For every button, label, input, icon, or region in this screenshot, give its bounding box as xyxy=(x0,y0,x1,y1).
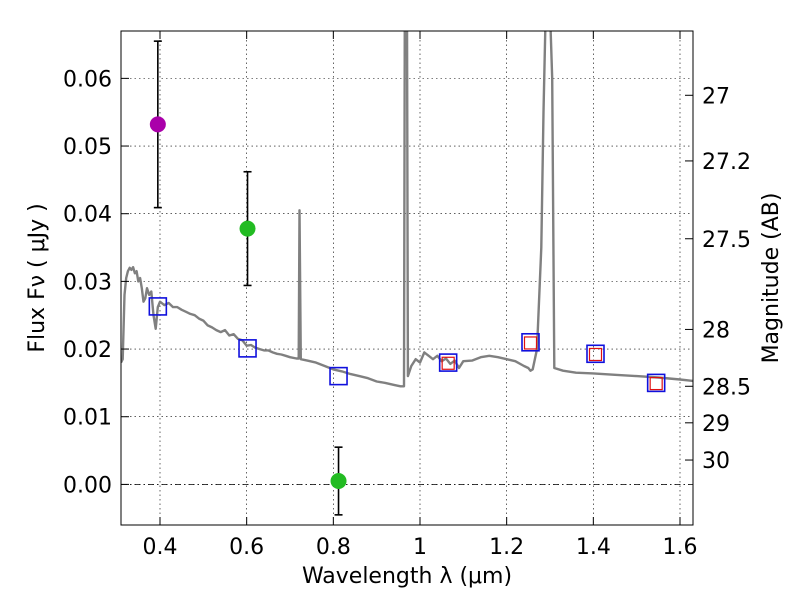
model-band-marker-blue xyxy=(438,353,458,372)
model-band-marker-blue xyxy=(586,344,605,364)
y2-tick-label: 27 xyxy=(702,84,730,109)
photometry-point xyxy=(330,473,347,490)
model-band-marker-red xyxy=(649,376,663,391)
y2-axis-label: Magnitude (AB) xyxy=(759,193,784,364)
model-band-marker-blue xyxy=(148,297,168,316)
x-tick-label: 0.8 xyxy=(316,535,351,560)
x-tick-label: 1.4 xyxy=(576,535,611,560)
y2-tick-label: 29 xyxy=(702,412,730,437)
model-band-marker-blue xyxy=(521,332,540,352)
x-tick-label: 1 xyxy=(413,535,427,560)
axes: 0.4 0.6 0.8 1 1.2 1.4 1.6 0.00 0.01 0.02 0.03 0.04 0… xyxy=(63,31,751,560)
y-tick-label: 0.05 xyxy=(63,135,112,160)
x-axis-label: Wavelength λ (μm) xyxy=(302,564,512,589)
y-tick-label: 0.01 xyxy=(63,406,112,431)
photometry-point xyxy=(149,116,166,133)
x-tick-label: 1.6 xyxy=(663,535,698,560)
y2-tick-label: 28 xyxy=(702,318,730,343)
photometry-point xyxy=(239,220,256,237)
model-band-marker-red xyxy=(588,347,603,362)
y2-tick-label: 28.5 xyxy=(702,375,751,400)
y-tick-label: 0.04 xyxy=(63,203,112,228)
plot-frame xyxy=(120,30,694,526)
y-axis-label: Flux Fν ( μJy ) xyxy=(25,203,50,352)
y-tick-label: 0.06 xyxy=(63,67,112,92)
sed-model-line xyxy=(121,31,693,388)
x-tick-label: 0.6 xyxy=(229,535,264,560)
y-tick-label: 0.03 xyxy=(63,270,112,295)
model-band-marker-blue xyxy=(238,339,257,358)
x-tick-label: 0.4 xyxy=(143,535,178,560)
marker-layer xyxy=(148,40,666,516)
y2-tick-label: 27.5 xyxy=(702,228,751,253)
model-band-marker-red xyxy=(523,336,538,350)
x-tick-label: 1.2 xyxy=(489,535,524,560)
y-tick-label: 0.00 xyxy=(63,473,112,498)
y2-tick-label: 30 xyxy=(702,449,730,474)
y-tick-label: 0.02 xyxy=(63,338,112,363)
model-band-marker-blue xyxy=(646,373,666,393)
model-band-marker-blue xyxy=(329,366,348,386)
model-band-marker-red xyxy=(441,356,455,370)
sed-model-layer xyxy=(121,31,693,388)
y2-tick-label: 27.2 xyxy=(702,150,751,175)
